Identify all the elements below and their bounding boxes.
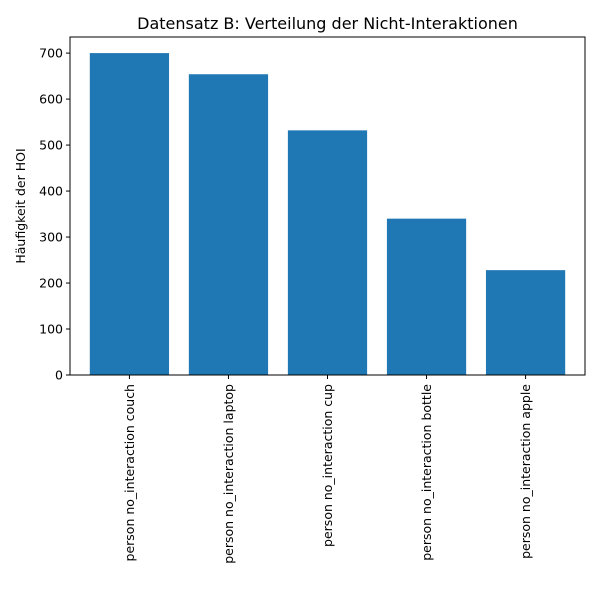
bar-5 <box>485 270 566 375</box>
y-tick-label-600: 600 <box>39 92 63 107</box>
x-axis: person no_interaction couch person no_int… <box>122 375 533 564</box>
y-tick-label-200: 200 <box>39 276 63 291</box>
x-tick-label-1: person no_interaction couch <box>122 384 137 561</box>
x-tick-label-3: person no_interaction cup <box>320 384 335 547</box>
bars-group <box>89 53 566 375</box>
y-axis-label: Häufigkeit der HOI <box>13 148 28 263</box>
bar-2 <box>188 74 269 375</box>
y-tick-label-300: 300 <box>39 230 63 245</box>
bar-4 <box>386 218 467 375</box>
bar-3 <box>287 130 368 375</box>
plot-frame <box>69 36 586 376</box>
chart-title: Datensatz B: Verteilung der Nicht-Intera… <box>137 14 518 33</box>
y-tick-label-0: 0 <box>55 368 63 383</box>
x-tick-label-4: person no_interaction bottle <box>419 384 434 561</box>
y-tick-label-400: 400 <box>39 184 63 199</box>
y-tick-label-500: 500 <box>39 138 63 153</box>
y-tick-label-100: 100 <box>39 322 63 337</box>
y-tick-label-700: 700 <box>39 46 63 61</box>
y-axis: 0 100 200 300 400 500 600 700 <box>39 46 70 383</box>
x-tick-label-5: person no_interaction apple <box>518 384 533 559</box>
bar-1 <box>89 53 170 375</box>
x-tick-label-2: person no_interaction laptop <box>221 384 236 564</box>
